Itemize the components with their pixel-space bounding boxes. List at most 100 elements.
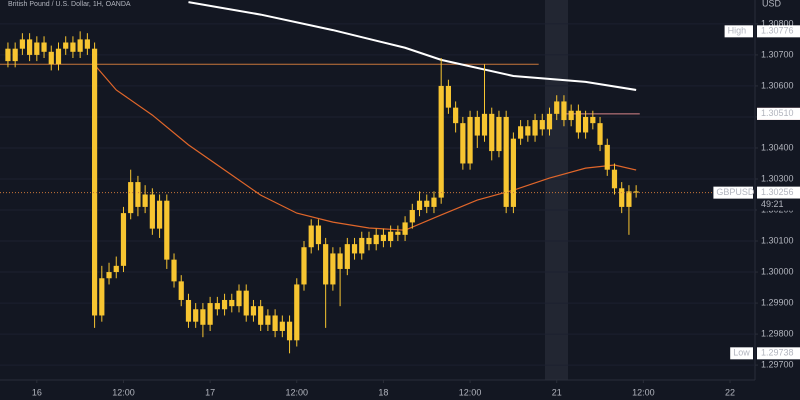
candle-body [416, 200, 423, 211]
candle-body [611, 169, 618, 189]
candle-body [128, 182, 134, 214]
x-tick-label: 22 [725, 387, 735, 397]
candle-body [380, 234, 387, 242]
candle-body [590, 116, 596, 124]
price-label: 1.29738 [761, 348, 794, 358]
session-highlight [545, 0, 568, 380]
candle-body [243, 290, 249, 316]
candle-body [135, 182, 141, 207]
candle-body [149, 194, 155, 229]
candle-body [265, 315, 271, 325]
candle-body [525, 126, 531, 136]
x-tick-label: 17 [205, 387, 215, 397]
candle-body [27, 39, 33, 55]
x-tick-label: 18 [378, 387, 388, 397]
candle-body [438, 85, 444, 198]
x-tick-label: 12:00 [459, 387, 482, 397]
candle-body [359, 237, 365, 254]
price-label-box [757, 186, 800, 199]
candle-body [91, 48, 98, 316]
price-label-name: Low [733, 348, 750, 358]
price-label: 1.30256 [761, 187, 794, 197]
y-tick-label: 1.29900 [761, 297, 794, 307]
candle-body [445, 85, 452, 108]
candle-body [467, 116, 473, 164]
candle-body [583, 116, 589, 133]
candle-body [366, 237, 372, 245]
plot-area [0, 1, 755, 366]
candle-body [453, 107, 459, 124]
candle-body [409, 210, 415, 223]
candle-body [120, 213, 127, 266]
x-tick-label: 21 [552, 387, 562, 397]
candle-body [142, 194, 148, 207]
candle-body [568, 110, 574, 121]
candle-body [597, 123, 603, 145]
y-tick-label: 1.30800 [761, 18, 794, 28]
candle-body [518, 126, 524, 139]
candle-body [41, 42, 47, 52]
candle-body [460, 123, 466, 164]
candle-body [84, 39, 90, 49]
candle-body [200, 309, 206, 325]
candle-body [156, 200, 163, 229]
price-label: 1.30776 [761, 26, 794, 36]
candle-body [373, 234, 379, 245]
candle-body [301, 247, 307, 285]
x-tick-label: 12:00 [286, 387, 309, 397]
candle-body [561, 101, 567, 121]
candle-body [294, 284, 300, 341]
candle-body [395, 231, 401, 235]
candle-body [272, 315, 278, 331]
price-label-name-box [730, 347, 753, 360]
candle-body [229, 299, 235, 307]
x-tick-label: 12:00 [632, 387, 655, 397]
candle-body [344, 244, 350, 269]
candle-body [207, 303, 213, 325]
candle-body [619, 188, 625, 207]
candle-body [510, 138, 516, 207]
candle-body [99, 278, 105, 316]
candle-body [258, 306, 264, 325]
candle-body [34, 42, 40, 55]
moving-average [94, 64, 637, 231]
candle-body [12, 48, 18, 62]
candle-body [633, 191, 639, 193]
candle-body [221, 299, 228, 310]
countdown-box [757, 198, 800, 211]
candle-body [337, 253, 343, 269]
candle-body [279, 321, 285, 331]
candle-body [250, 306, 257, 316]
candle-body [532, 120, 538, 136]
candle-body [546, 113, 553, 130]
candle-body [474, 116, 480, 136]
candle-body [626, 191, 632, 207]
y-tick-label: 1.29800 [761, 328, 794, 338]
x-tick-label: 16 [32, 387, 42, 397]
price-label-name-box [724, 25, 753, 38]
candle-body [539, 120, 545, 130]
chart-title: British Pound / U.S. Dollar, 1H, OANDA [8, 1, 131, 8]
candle-body [19, 39, 25, 49]
candle-body [424, 200, 430, 207]
candle-body [5, 48, 11, 62]
candle-body [489, 113, 495, 152]
candle-body [315, 225, 322, 245]
candle-body [214, 303, 220, 310]
candle-body [178, 281, 184, 300]
candle-body [70, 42, 76, 52]
y-tick-label: 1.30600 [761, 80, 794, 90]
candle-body [431, 197, 437, 207]
candle-body [77, 39, 83, 52]
price-label: 1.30510 [761, 108, 794, 118]
candle-body [171, 259, 177, 282]
candle-body [351, 244, 358, 254]
countdown: 49:21 [761, 199, 784, 209]
price-label-box [757, 347, 800, 360]
candle-body [164, 200, 170, 260]
candle-body [323, 244, 329, 285]
y-tick-label: 1.30400 [761, 142, 794, 152]
moving-average [188, 1, 637, 91]
price-label-box [757, 107, 800, 120]
